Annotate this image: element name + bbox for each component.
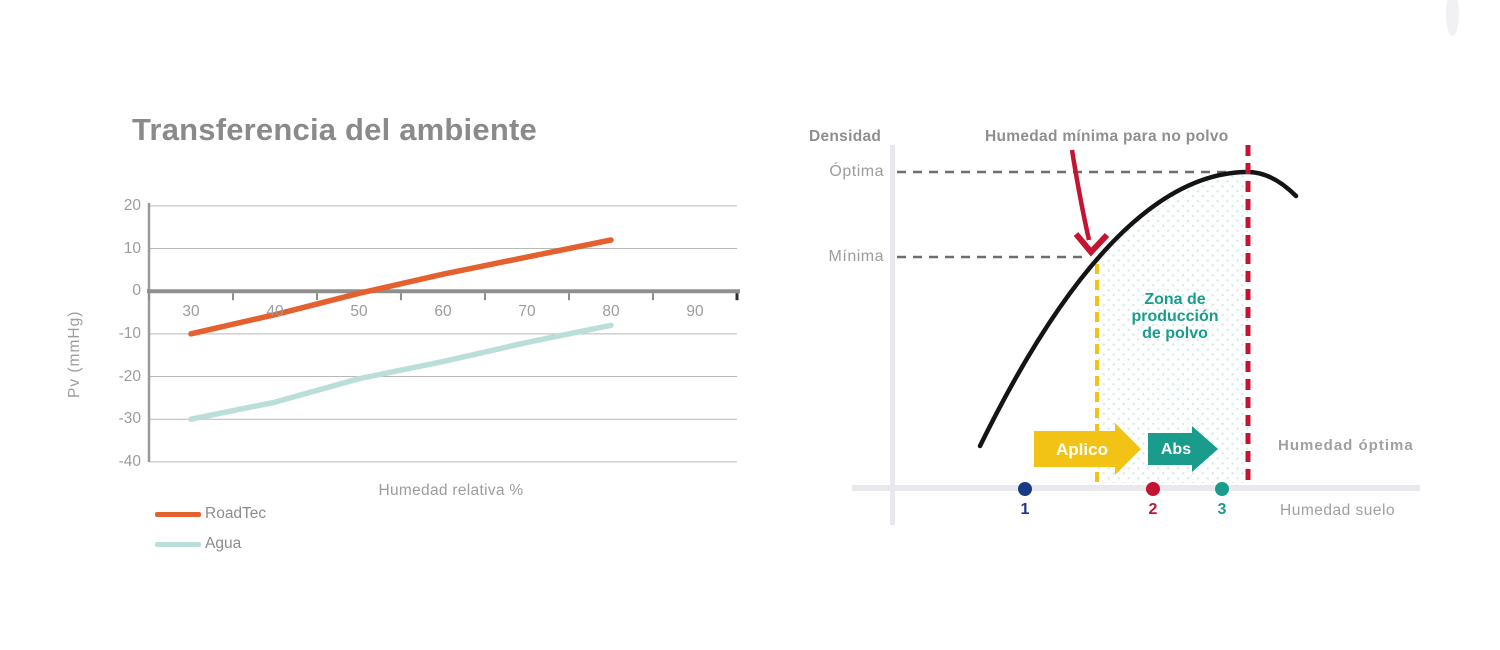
legend-label-agua: Agua <box>205 535 242 552</box>
dust-zone-hatch <box>1097 172 1248 483</box>
aplico-arrow-label: Aplico <box>1056 440 1108 459</box>
right-y-axis-title: Densidad <box>809 128 882 145</box>
x-tick-label: 80 <box>602 303 620 320</box>
y-tick-label: -30 <box>118 410 141 428</box>
left-chart-title: Transferencia del ambiente <box>132 112 537 147</box>
y-tick-label: 10 <box>123 239 141 257</box>
series-line-agua <box>188 322 614 422</box>
left-chart-x-axis-title: Humedad relativa % <box>378 482 524 499</box>
legend-swatch-agua <box>155 542 201 547</box>
axis-point-dot-2 <box>1146 482 1160 496</box>
x-tick-label: 50 <box>350 303 368 320</box>
axis-point-number-2: 2 <box>1148 501 1158 518</box>
abs-block-arrow <box>1148 426 1218 472</box>
axis-point-number-3: 3 <box>1217 501 1227 518</box>
axis-point-dot-3 <box>1215 482 1229 496</box>
minima-reference-label: Mínima <box>828 248 884 265</box>
aplico-block-arrow <box>1034 423 1141 475</box>
axis-point-dots <box>1018 482 1229 496</box>
slide-edge-artifact <box>1446 0 1459 36</box>
legend-label-roadtec: RoadTec <box>205 505 267 522</box>
y-tick-label: -10 <box>118 324 141 342</box>
axis-point-number-1: 1 <box>1020 501 1030 518</box>
humedad-optima-label: Humedad óptima <box>1278 437 1414 454</box>
x-tick-label: 30 <box>182 303 200 320</box>
legend-swatch-roadtec <box>155 512 201 517</box>
right-y-axis-bar <box>890 145 895 525</box>
y-tick-label: 0 <box>132 282 141 300</box>
axis-point-dot-1 <box>1018 482 1032 496</box>
humedad-suelo-label: Humedad suelo <box>1280 502 1396 519</box>
right-diagram-vectors <box>852 145 1420 525</box>
series-line-roadtec <box>188 237 614 337</box>
x-tick-label: 90 <box>686 303 704 320</box>
abs-arrow-label: Abs <box>1160 441 1192 458</box>
y-tick-label: -40 <box>118 452 141 470</box>
right-x-axis-bar <box>852 485 1420 491</box>
density-curve <box>977 169 1299 449</box>
y-tick-label: 20 <box>123 196 141 214</box>
optima-reference-label: Óptima <box>829 163 884 180</box>
x-tick-label: 60 <box>434 303 452 320</box>
x-tick-label: 40 <box>266 303 284 320</box>
dust-zone-label: Zona de producción de polvo <box>1131 291 1219 342</box>
left-chart-y-axis-title: Pv (mmHg) <box>66 310 83 398</box>
annotation-arrow-shaft <box>1069 149 1092 241</box>
right-diagram-title: Humedad mínima para no polvo <box>985 128 1229 145</box>
annotation-arrow-head <box>1073 232 1110 257</box>
x-tick-label: 70 <box>518 303 536 320</box>
left-chart-vectors <box>147 203 740 463</box>
y-tick-label: -20 <box>118 367 141 385</box>
